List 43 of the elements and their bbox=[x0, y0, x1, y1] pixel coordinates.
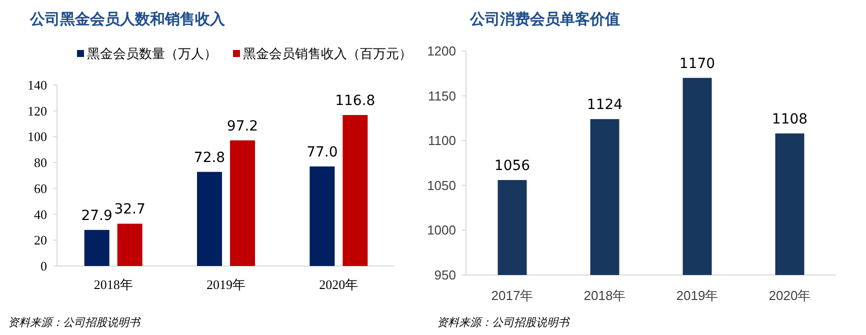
y-tick-label: 80 bbox=[34, 155, 47, 170]
data-label: 1124 bbox=[586, 97, 623, 114]
y-tick-label: 1000 bbox=[427, 222, 456, 238]
y-tick-label: 1200 bbox=[427, 44, 456, 58]
chart-title: 公司消费会员单客价值 bbox=[469, 10, 620, 28]
y-tick-label: 20 bbox=[34, 232, 47, 248]
y-tick-label: 40 bbox=[34, 206, 47, 222]
data-label: 72.8 bbox=[194, 150, 226, 166]
y-tick-label: 0 bbox=[40, 258, 47, 274]
bar bbox=[230, 140, 255, 266]
bar bbox=[84, 230, 110, 266]
x-tick-label: 2020年 bbox=[319, 277, 358, 292]
data-label: 1056 bbox=[494, 158, 530, 174]
data-label: 32.7 bbox=[114, 202, 146, 218]
x-tick-label: 2020年 bbox=[768, 288, 811, 303]
x-tick-label: 2019年 bbox=[206, 277, 246, 292]
bar bbox=[310, 166, 335, 266]
x-tick-label: 2018年 bbox=[94, 277, 133, 292]
text: 资料来源：公司招股说明书 bbox=[8, 316, 142, 329]
y-tick-label: 1100 bbox=[428, 133, 456, 148]
data-label: 116.8 bbox=[335, 92, 376, 109]
y-tick-label: 140 bbox=[28, 78, 47, 92]
data-label: 1108 bbox=[772, 111, 808, 128]
y-tick-label: 100 bbox=[28, 129, 47, 144]
y-tick-label: 950 bbox=[434, 268, 456, 282]
x-tick-label: 2017年 bbox=[491, 288, 534, 303]
x-tick-label: 2018年 bbox=[584, 288, 626, 303]
data-label: 77.0 bbox=[306, 144, 338, 160]
text: 资料来源：公司招股说明书 bbox=[437, 316, 571, 329]
data-label: 97.2 bbox=[226, 118, 258, 134]
legend-label: 黑金会员销售收入（百万元） bbox=[243, 47, 412, 62]
bar bbox=[117, 224, 142, 266]
legend-label: 黑金会员数量（万人） bbox=[87, 47, 217, 62]
chart-title: 公司黑金会员人数和销售收入 bbox=[29, 10, 226, 28]
data-label: 1170 bbox=[679, 56, 716, 72]
y-tick-label: 120 bbox=[28, 103, 47, 118]
y-tick-label: 1050 bbox=[427, 178, 456, 193]
data-label: 27.9 bbox=[81, 208, 112, 224]
y-tick-label: 1150 bbox=[428, 88, 456, 104]
bar bbox=[342, 114, 368, 266]
bar bbox=[197, 172, 222, 266]
x-tick-label: 2019年 bbox=[676, 288, 718, 303]
y-tick-label: 60 bbox=[34, 180, 47, 196]
